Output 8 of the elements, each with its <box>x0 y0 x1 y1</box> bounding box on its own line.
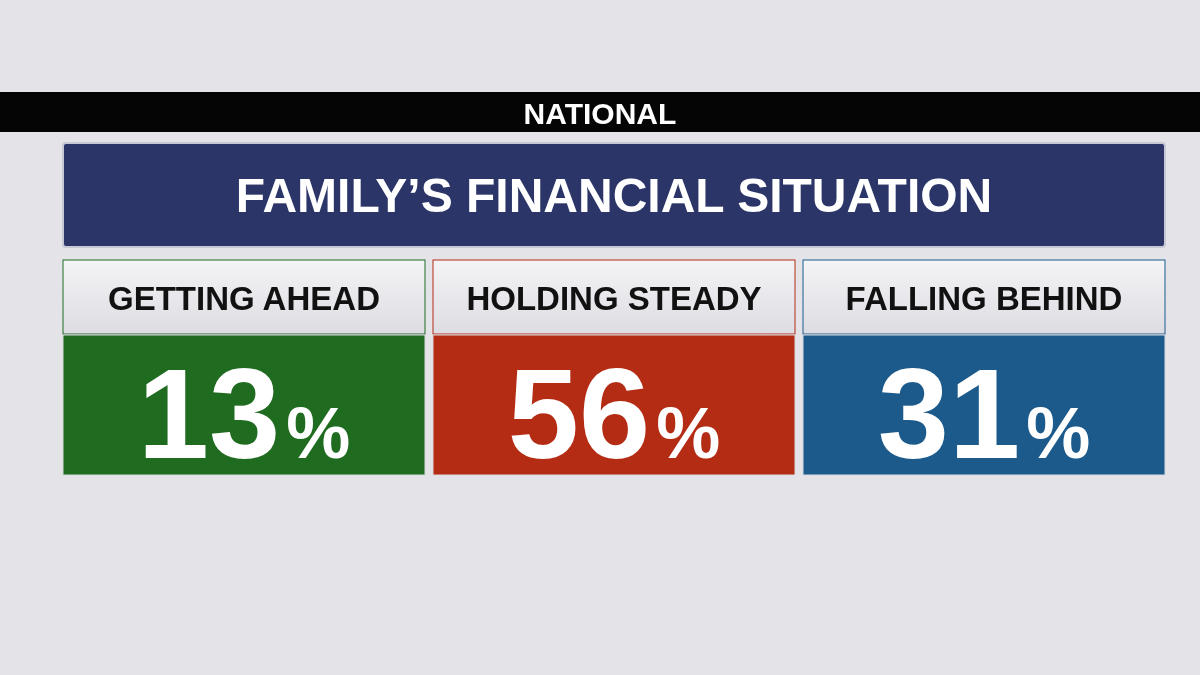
category-label: FALLING BEHIND <box>845 280 1123 317</box>
category-label: HOLDING STEADY <box>466 280 762 317</box>
data-label: 31% <box>877 342 1091 485</box>
data-label: 13% <box>137 342 351 485</box>
text: NATIONAL <box>523 97 677 130</box>
text: FAMILY’S FINANCIAL SITUATION <box>235 169 993 222</box>
data-label: 56% <box>507 342 721 485</box>
category-label: GETTING AHEAD <box>108 280 380 317</box>
